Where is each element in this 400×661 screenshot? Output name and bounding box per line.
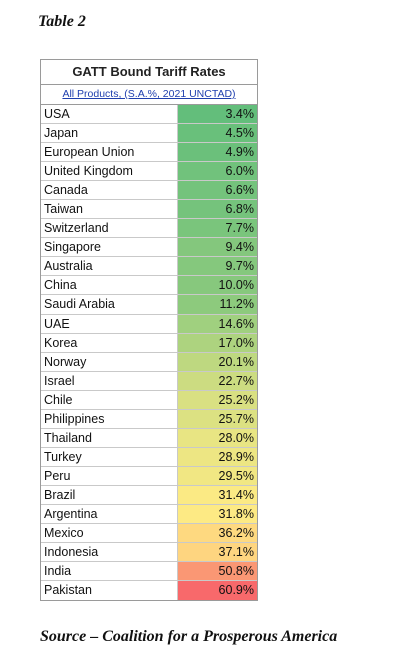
rate-cell: 25.2%: [178, 390, 257, 409]
country-cell: Argentina: [41, 504, 178, 524]
rate-cell: 10.0%: [178, 276, 257, 295]
rate-cell: 3.4%: [178, 105, 257, 124]
rate-cell: 20.1%: [178, 352, 257, 371]
rate-cell: 6.8%: [178, 200, 257, 219]
table-row: Switzerland 7.7%: [41, 219, 257, 239]
country-cell: Canada: [41, 181, 178, 200]
rate-cell: 31.8%: [178, 504, 257, 524]
rate-cell: 22.7%: [178, 371, 257, 390]
rate-cell: 7.7%: [178, 219, 257, 238]
country-cell: Australia: [41, 257, 178, 276]
country-cell: Taiwan: [41, 200, 178, 219]
table-row: Japan 4.5%: [41, 124, 257, 144]
rate-cell: 6.6%: [178, 181, 257, 200]
rate-cell: 36.2%: [178, 524, 257, 543]
table-row: Norway 20.1%: [41, 352, 257, 372]
table-row: Peru 29.5%: [41, 466, 257, 486]
rate-cell: 50.8%: [178, 562, 257, 581]
table-row: Taiwan 6.8%: [41, 200, 257, 220]
table-row: China 10.0%: [41, 276, 257, 296]
table-row: USA 3.4%: [41, 105, 257, 125]
table-row: Brazil 31.4%: [41, 485, 257, 505]
rate-cell: 14.6%: [178, 314, 257, 333]
table-row: Argentina 31.8%: [41, 504, 257, 525]
country-cell: Thailand: [41, 428, 178, 447]
table-row: Korea 17.0%: [41, 333, 257, 353]
table-row: India 50.8%: [41, 562, 257, 582]
country-cell: Chile: [41, 390, 178, 409]
source-note: Source – Coalition for a Prosperous Amer…: [40, 628, 338, 645]
table-row: Australia 9.7%: [41, 257, 257, 277]
table-row: Singapore 9.4%: [41, 238, 257, 258]
country-cell: India: [41, 562, 178, 581]
table-row: European Union 4.9%: [41, 143, 257, 163]
country-cell: Turkey: [41, 447, 178, 466]
rate-cell: 28.0%: [178, 428, 257, 447]
rate-cell: 60.9%: [178, 581, 257, 601]
table-row: Turkey 28.9%: [41, 447, 257, 467]
rate-cell: 9.4%: [178, 238, 257, 257]
country-cell: Japan: [41, 124, 178, 143]
country-cell: Norway: [41, 352, 178, 371]
rate-cell: 31.4%: [178, 485, 257, 504]
table-title: GATT Bound Tariff Rates: [41, 60, 257, 85]
table-row: United Kingdom 6.0%: [41, 162, 257, 182]
country-cell: USA: [41, 105, 178, 124]
country-cell: Korea: [41, 333, 178, 352]
country-cell: UAE: [41, 314, 178, 333]
rate-cell: 28.9%: [178, 447, 257, 466]
country-cell: Philippines: [41, 409, 178, 428]
country-cell: Mexico: [41, 524, 178, 543]
country-cell: European Union: [41, 143, 178, 162]
table-row: Saudi Arabia 11.2%: [41, 295, 257, 315]
rate-cell: 6.0%: [178, 162, 257, 181]
country-cell: Brazil: [41, 485, 178, 504]
country-cell: China: [41, 276, 178, 295]
rate-cell: 11.2%: [178, 295, 257, 314]
table-row: UAE 14.6%: [41, 314, 257, 334]
table-caption: Table 2: [38, 13, 86, 30]
rate-cell: 4.5%: [178, 124, 257, 143]
country-cell: Indonesia: [41, 543, 178, 562]
table-body: USA 3.4% Japan 4.5% European Union 4.9% United…: [41, 105, 257, 601]
country-cell: Singapore: [41, 238, 178, 257]
table-row: Pakistan 60.9%: [41, 581, 257, 601]
country-cell: Switzerland: [41, 219, 178, 238]
country-cell: Israel: [41, 371, 178, 390]
table-row: Philippines 25.7%: [41, 409, 257, 429]
table-row: Israel 22.7%: [41, 371, 257, 391]
rate-cell: 29.5%: [178, 466, 257, 485]
country-cell: United Kingdom: [41, 162, 178, 181]
country-cell: Saudi Arabia: [41, 295, 178, 314]
table-subtitle-link[interactable]: All Products, (S.A.%, 2021 UNCTAD): [41, 85, 257, 105]
country-cell: Pakistan: [41, 581, 178, 601]
rate-cell: 25.7%: [178, 409, 257, 428]
tariff-table: GATT Bound Tariff Rates All Products, (S…: [40, 59, 258, 602]
rate-cell: 4.9%: [178, 143, 257, 162]
rate-cell: 17.0%: [178, 333, 257, 352]
table-row: Indonesia 37.1%: [41, 543, 257, 563]
country-cell: Peru: [41, 466, 178, 485]
table-row: Chile 25.2%: [41, 390, 257, 410]
table-row: Canada 6.6%: [41, 181, 257, 201]
table-row: Mexico 36.2%: [41, 524, 257, 544]
rate-cell: 9.7%: [178, 257, 257, 276]
table-row: Thailand 28.0%: [41, 428, 257, 448]
rate-cell: 37.1%: [178, 543, 257, 562]
